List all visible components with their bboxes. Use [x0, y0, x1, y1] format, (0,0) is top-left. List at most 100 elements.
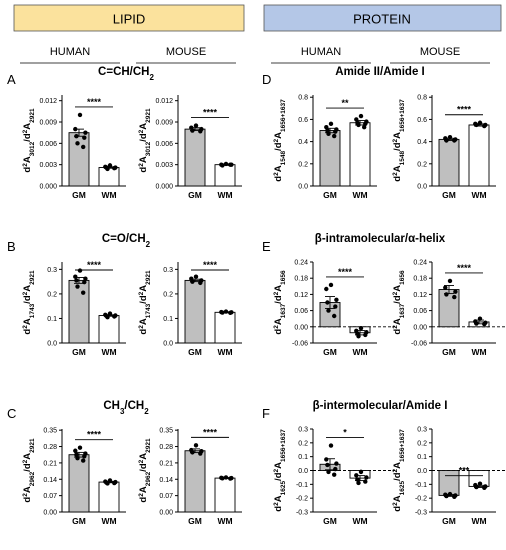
data-point	[112, 314, 117, 319]
data-point	[105, 481, 110, 486]
y-tick-label: 0.0	[298, 184, 308, 191]
x-tick-label: WM	[352, 347, 367, 357]
y-tick-label: 0.07	[159, 493, 173, 500]
protein-header: PROTEIN	[353, 12, 411, 27]
data-point	[73, 126, 78, 132]
x-tick-label: GM	[72, 347, 86, 357]
data-point	[82, 454, 87, 459]
data-point	[477, 316, 483, 321]
data-point	[325, 300, 330, 305]
significance-label: ****	[87, 97, 102, 107]
data-point	[75, 141, 80, 146]
y-tick-label: 0.00	[159, 510, 173, 517]
data-point	[477, 481, 483, 486]
x-tick-label: GM	[188, 190, 202, 200]
bar-wm	[98, 315, 120, 344]
bar-wm	[349, 122, 371, 187]
data-point	[228, 310, 233, 316]
y-tick-label: -0.06	[411, 341, 427, 348]
panel-title: β-intermolecular/Amide I	[313, 400, 448, 412]
data-point	[354, 473, 359, 478]
y-tick-label: 0.3	[163, 267, 173, 274]
data-point	[482, 321, 487, 327]
species-label-lipid-mouse: MOUSE	[166, 46, 206, 58]
y-tick-label: 0.000	[155, 184, 173, 191]
y-tick-label: 0.009	[39, 120, 57, 127]
bar-gm	[68, 454, 90, 513]
y-tick-label: 0.3	[47, 267, 57, 274]
data-point	[228, 476, 233, 481]
bar-wm	[468, 124, 490, 187]
y-tick-label: 0.003	[155, 162, 173, 169]
bar-gm	[438, 138, 460, 187]
data-point	[477, 120, 483, 125]
y-tick-label: 0.18	[294, 276, 308, 283]
charts-layer: A C=CH/CH20.0000.0030.0060.0090.012d2A301…	[7, 66, 506, 526]
chart-B-human: B C=O/CH2 0.0 0.1 0.2 0.3 d2A1743/d2A2921 GM WM *…	[7, 233, 151, 357]
bar-gm	[319, 130, 341, 187]
y-tick-label: -0.3	[415, 510, 427, 517]
species-label-protein-human: HUMAN	[301, 46, 341, 58]
data-point	[220, 476, 225, 481]
data-point	[358, 113, 364, 119]
significance-label: **	[341, 98, 349, 108]
data-point	[355, 477, 360, 482]
bar-wm	[98, 481, 120, 513]
x-tick-label: WM	[352, 190, 367, 200]
y-tick-label: 0.009	[155, 120, 173, 127]
data-point	[193, 123, 199, 128]
y-tick-label: 0.4	[417, 139, 427, 146]
data-point	[74, 134, 79, 139]
y-tick-label: 0.2	[298, 161, 308, 168]
lipid-header-box	[13, 4, 245, 32]
y-tick-label: 0.06	[413, 308, 427, 315]
data-point	[105, 315, 110, 320]
y-tick-label: 0.6	[417, 117, 427, 124]
x-tick-label: WM	[101, 516, 116, 526]
y-axis-label: d2A1625/d2A1656+1637	[392, 429, 406, 512]
data-point	[333, 129, 338, 134]
y-tick-label: 0.0	[417, 468, 427, 475]
panel-title: β-intramolecular/α-helix	[315, 233, 446, 245]
data-point	[190, 450, 195, 455]
data-point	[77, 268, 83, 273]
data-point	[363, 121, 368, 127]
data-point	[81, 144, 86, 150]
y-axis-label: d2A3012/d2A2921	[22, 108, 36, 173]
x-tick-label: GM	[442, 516, 456, 526]
significance-label: *	[343, 428, 347, 438]
data-point	[452, 294, 457, 300]
data-point	[363, 332, 368, 338]
data-point	[107, 163, 113, 168]
data-point	[73, 274, 78, 279]
data-point	[332, 133, 337, 139]
y-tick-label: 0.3	[417, 427, 427, 434]
bar-gm	[184, 450, 206, 513]
data-point	[325, 462, 330, 468]
y-tick-label: 0.14	[159, 477, 173, 484]
y-tick-label: 0.006	[155, 141, 173, 148]
y-tick-label: 0.2	[163, 291, 173, 298]
data-point	[220, 163, 225, 168]
species-label-lipid-human: HUMAN	[50, 46, 90, 58]
data-point	[83, 276, 88, 281]
y-axis-label: d2A2962/d2A2921	[22, 438, 36, 503]
panel-title: C=CH/CH2	[98, 66, 154, 82]
y-tick-label: 0.000	[39, 184, 57, 191]
data-point	[363, 479, 368, 484]
data-point	[452, 138, 457, 143]
data-point	[354, 117, 359, 122]
data-point	[358, 469, 364, 475]
y-tick-label: 0.012	[155, 98, 173, 105]
species-label-protein-mouse: MOUSE	[420, 46, 460, 58]
data-point	[75, 284, 80, 289]
data-point	[81, 290, 86, 295]
data-point	[482, 485, 487, 490]
y-tick-label: 0.0	[298, 468, 308, 475]
bar-gm	[184, 128, 206, 187]
data-point	[82, 279, 87, 285]
y-tick-label: 0.28	[159, 444, 173, 451]
y-tick-label: 0.00	[413, 324, 427, 331]
